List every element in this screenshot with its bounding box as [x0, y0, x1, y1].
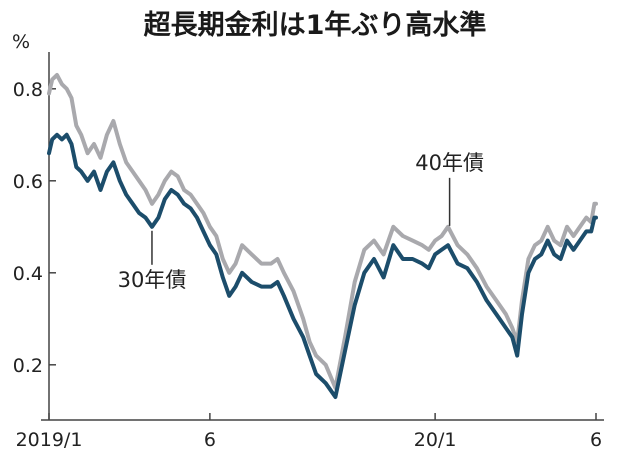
x-tick-label: 2019/1 [16, 429, 83, 451]
x-tick-label: 20/1 [414, 429, 457, 451]
x-ticks: 2019/1 6 20/1 6 [16, 413, 602, 451]
y-tick-label: 0.6 [13, 171, 43, 193]
x-tick-label: 6 [590, 429, 602, 451]
series-line-s30 [47, 132, 598, 399]
chart-title: 超長期金利は1年ぶり高水準 [144, 9, 487, 41]
annotation-label-s30: 30年債 [118, 268, 187, 292]
series-line-s40 [47, 73, 598, 390]
y-tick-label: 0.2 [13, 355, 43, 377]
y-tick-label: 0.8 [13, 79, 43, 101]
y-axis-unit-label: % [12, 31, 30, 53]
annotation-layer: 40年債 30年債 [118, 151, 484, 292]
series-layer [47, 73, 598, 399]
y-tick-label: 0.4 [13, 263, 43, 285]
x-tick-label: 6 [204, 429, 216, 451]
y-ticks: 0.2 0.4 0.6 0.8 [13, 79, 56, 377]
annotation-label-s40: 40年債 [415, 151, 484, 175]
